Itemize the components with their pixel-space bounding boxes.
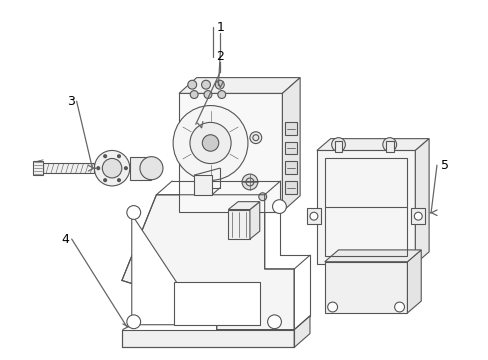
Circle shape [249, 132, 261, 144]
Bar [228, 210, 249, 239]
Circle shape [140, 157, 163, 180]
Text: 4: 4 [61, 233, 69, 246]
Circle shape [242, 174, 257, 190]
Circle shape [309, 212, 317, 220]
Bar [334, 141, 342, 152]
Polygon shape [282, 78, 300, 212]
Polygon shape [407, 250, 420, 313]
Bar [285, 161, 297, 174]
Polygon shape [249, 202, 259, 239]
Circle shape [94, 150, 129, 186]
Circle shape [117, 155, 120, 158]
Circle shape [189, 122, 231, 163]
Polygon shape [131, 215, 204, 325]
Bar [285, 181, 297, 194]
Text: 1: 1 [216, 21, 224, 34]
Polygon shape [316, 139, 428, 150]
Bar [324, 158, 407, 256]
Circle shape [394, 302, 404, 312]
Polygon shape [294, 316, 309, 347]
Bar [179, 93, 282, 212]
Circle shape [331, 138, 345, 152]
Text: 5: 5 [440, 159, 448, 172]
Polygon shape [33, 161, 43, 175]
Circle shape [272, 200, 286, 213]
Circle shape [117, 179, 120, 182]
Polygon shape [122, 195, 294, 330]
Circle shape [215, 80, 224, 89]
Text: 3: 3 [67, 95, 75, 108]
Bar [324, 262, 407, 313]
Polygon shape [173, 283, 259, 325]
Polygon shape [129, 157, 151, 180]
Bar [285, 122, 297, 135]
Circle shape [382, 138, 396, 152]
Circle shape [126, 206, 141, 219]
Text: 2: 2 [216, 50, 224, 63]
Circle shape [386, 141, 392, 148]
Circle shape [126, 315, 141, 329]
Circle shape [203, 91, 211, 99]
Circle shape [258, 193, 266, 201]
Circle shape [267, 315, 281, 329]
Circle shape [202, 135, 218, 151]
Circle shape [97, 167, 100, 170]
Circle shape [102, 158, 122, 178]
Circle shape [103, 179, 106, 182]
Bar [285, 141, 297, 154]
Polygon shape [122, 330, 294, 347]
Circle shape [190, 91, 198, 99]
Circle shape [103, 155, 106, 158]
Bar [410, 208, 424, 224]
Circle shape [124, 167, 127, 170]
Circle shape [201, 80, 210, 89]
Circle shape [217, 91, 225, 99]
Circle shape [187, 80, 196, 89]
Circle shape [327, 302, 337, 312]
Polygon shape [414, 139, 428, 264]
Bar [316, 150, 414, 264]
Circle shape [335, 141, 341, 148]
Bar [385, 141, 393, 152]
Polygon shape [179, 78, 300, 93]
Polygon shape [228, 202, 259, 210]
Bar [43, 163, 94, 173]
Circle shape [413, 212, 421, 220]
Polygon shape [324, 250, 420, 262]
Bar [194, 175, 212, 195]
Circle shape [173, 105, 247, 180]
Bar [306, 208, 320, 224]
